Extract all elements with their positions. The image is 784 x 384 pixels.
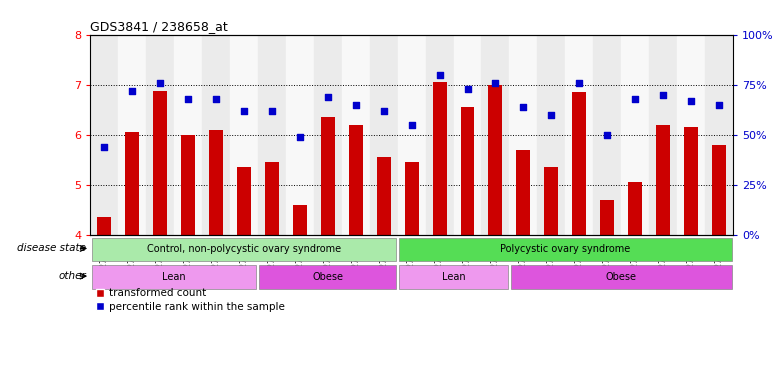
Point bbox=[98, 144, 111, 150]
Bar bbox=[628, 182, 642, 235]
Point bbox=[209, 96, 222, 102]
Bar bbox=[572, 92, 586, 235]
Bar bbox=[258, 35, 286, 235]
Bar bbox=[146, 35, 174, 235]
Bar bbox=[656, 124, 670, 235]
Bar bbox=[426, 35, 453, 235]
Bar bbox=[97, 217, 111, 235]
Bar bbox=[265, 162, 279, 235]
Point bbox=[321, 94, 334, 100]
Point bbox=[657, 91, 670, 98]
Bar bbox=[453, 35, 481, 235]
Text: GDS3841 / 238658_at: GDS3841 / 238658_at bbox=[90, 20, 228, 33]
Point bbox=[685, 98, 698, 104]
Point bbox=[293, 134, 306, 140]
Bar bbox=[286, 35, 314, 235]
Point bbox=[629, 96, 641, 102]
Bar bbox=[601, 200, 614, 235]
Point bbox=[573, 79, 586, 86]
Point bbox=[182, 96, 194, 102]
Bar bbox=[174, 35, 202, 235]
Point bbox=[125, 88, 138, 94]
Bar bbox=[209, 129, 223, 235]
Point bbox=[517, 104, 530, 110]
Text: Obese: Obese bbox=[606, 271, 637, 281]
Bar bbox=[321, 117, 335, 235]
Bar bbox=[90, 35, 118, 235]
Text: Lean: Lean bbox=[441, 271, 466, 281]
Bar bbox=[202, 35, 230, 235]
Bar bbox=[460, 107, 474, 235]
Bar bbox=[399, 238, 731, 261]
Bar bbox=[621, 35, 649, 235]
Bar bbox=[260, 265, 396, 289]
Bar bbox=[433, 82, 447, 235]
Point bbox=[601, 132, 614, 138]
Legend: transformed count, percentile rank within the sample: transformed count, percentile rank withi… bbox=[96, 288, 285, 311]
Point bbox=[238, 108, 250, 114]
Point bbox=[434, 71, 446, 78]
Point bbox=[350, 101, 362, 108]
Text: Control, non-polycystic ovary syndrome: Control, non-polycystic ovary syndrome bbox=[147, 244, 341, 254]
Bar bbox=[314, 35, 342, 235]
Bar bbox=[370, 35, 397, 235]
Point bbox=[266, 108, 278, 114]
Bar bbox=[153, 91, 167, 235]
Bar bbox=[397, 35, 426, 235]
Bar bbox=[125, 132, 139, 235]
Point bbox=[489, 79, 502, 86]
Bar bbox=[181, 135, 195, 235]
Bar bbox=[292, 205, 307, 235]
Text: Lean: Lean bbox=[162, 271, 186, 281]
Bar bbox=[488, 84, 503, 235]
Bar bbox=[92, 238, 396, 261]
Bar bbox=[705, 35, 733, 235]
Bar bbox=[376, 157, 390, 235]
Bar bbox=[511, 265, 731, 289]
Bar bbox=[517, 150, 531, 235]
Bar bbox=[399, 265, 508, 289]
Text: Obese: Obese bbox=[312, 271, 343, 281]
Bar bbox=[712, 145, 726, 235]
Bar bbox=[677, 35, 705, 235]
Bar bbox=[510, 35, 537, 235]
Bar bbox=[118, 35, 146, 235]
Text: disease state: disease state bbox=[17, 243, 86, 253]
Bar bbox=[544, 167, 558, 235]
Bar bbox=[405, 162, 419, 235]
Text: other: other bbox=[59, 271, 86, 281]
Point bbox=[545, 111, 557, 118]
Point bbox=[405, 121, 418, 127]
Bar bbox=[342, 35, 370, 235]
Point bbox=[154, 79, 166, 86]
Bar bbox=[649, 35, 677, 235]
Point bbox=[713, 101, 725, 108]
Bar bbox=[593, 35, 621, 235]
Bar bbox=[481, 35, 510, 235]
Bar bbox=[92, 265, 256, 289]
Bar bbox=[349, 124, 363, 235]
Bar bbox=[537, 35, 565, 235]
Bar bbox=[565, 35, 593, 235]
Point bbox=[377, 108, 390, 114]
Bar bbox=[237, 167, 251, 235]
Bar bbox=[230, 35, 258, 235]
Point bbox=[461, 86, 474, 92]
Bar bbox=[684, 127, 698, 235]
Text: Polycystic ovary syndrome: Polycystic ovary syndrome bbox=[500, 244, 630, 254]
